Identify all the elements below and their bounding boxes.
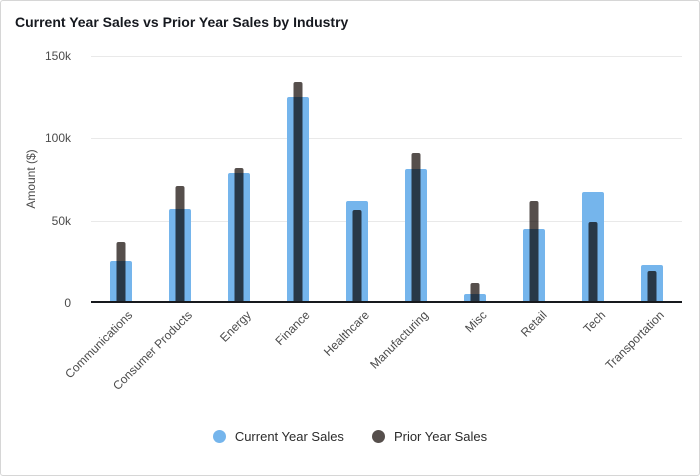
y-tick-label-0: 0 — [64, 296, 71, 310]
legend: Current Year Sales Prior Year Sales — [1, 429, 699, 444]
prior-year-bar-transportation[interactable] — [647, 271, 657, 301]
x-axis-label-healthcare: Healthcare — [320, 308, 372, 359]
prior-year-bar-tech[interactable] — [588, 221, 598, 301]
bar-group-misc: Misc — [446, 56, 505, 335]
bar-group-finance: Finance — [268, 56, 327, 348]
bar-group-transportation: Transportation — [603, 56, 682, 372]
legend-dot-icon — [212, 430, 226, 443]
x-axis-label-manufacturing: Manufacturing — [367, 308, 431, 372]
legend-dot-icon — [371, 430, 385, 443]
legend-item-current-year-sales[interactable]: Current Year Sales — [212, 429, 344, 444]
y-tick-label-100k: 100k — [44, 131, 71, 146]
x-axis-label-energy: Energy — [216, 308, 254, 345]
prior-year-bar-misc[interactable] — [470, 282, 480, 301]
prior-year-bar-consumer-products[interactable] — [175, 185, 185, 301]
plot-area: Communications Consumer Products Energy Fin… — [62, 56, 682, 393]
bar-group-energy: Energy — [209, 56, 268, 345]
gridline-150k — [91, 56, 682, 57]
bar-group-retail: Retail — [505, 56, 564, 340]
prior-year-bar-energy[interactable] — [234, 167, 244, 301]
bar-group-healthcare: Healthcare — [321, 56, 386, 359]
x-axis-label-misc: Misc — [462, 308, 491, 336]
bar-group-manufacturing: Manufacturing — [367, 56, 445, 372]
x-axis-label-finance: Finance — [272, 308, 313, 349]
y-axis: 0 50k 100k 150k — [1, 49, 77, 310]
x-axis-label-tech: Tech — [580, 308, 609, 336]
bar-group-consumer-products: Consumer Products — [110, 56, 209, 393]
bar-group-communications: Communications — [62, 56, 150, 381]
prior-year-bar-finance[interactable] — [293, 82, 303, 301]
prior-year-bar-manufacturing[interactable] — [411, 152, 421, 301]
legend-label: Current Year Sales — [234, 429, 344, 444]
bar-groups: Communications Consumer Products Energy Fin… — [62, 56, 682, 393]
gridline-50k — [91, 220, 682, 222]
gridline-100k — [91, 138, 682, 140]
legend-label: Prior Year Sales — [393, 429, 488, 444]
legend-item-prior-year-sales[interactable]: Prior Year Sales — [371, 429, 488, 444]
prior-year-bar-retail[interactable] — [529, 200, 539, 301]
x-axis-label-transportation: Transportation — [602, 308, 668, 373]
prior-year-bar-healthcare[interactable] — [352, 210, 362, 301]
y-tick-label-150k: 150k — [44, 49, 71, 63]
y-tick-label-50k: 50k — [51, 213, 71, 228]
x-axis-label-retail: Retail — [517, 308, 550, 340]
bar-group-tech: Tech — [564, 56, 623, 336]
chart-title: Current Year Sales vs Prior Year Sales b… — [15, 14, 349, 30]
prior-year-bar-communications[interactable] — [116, 241, 126, 301]
